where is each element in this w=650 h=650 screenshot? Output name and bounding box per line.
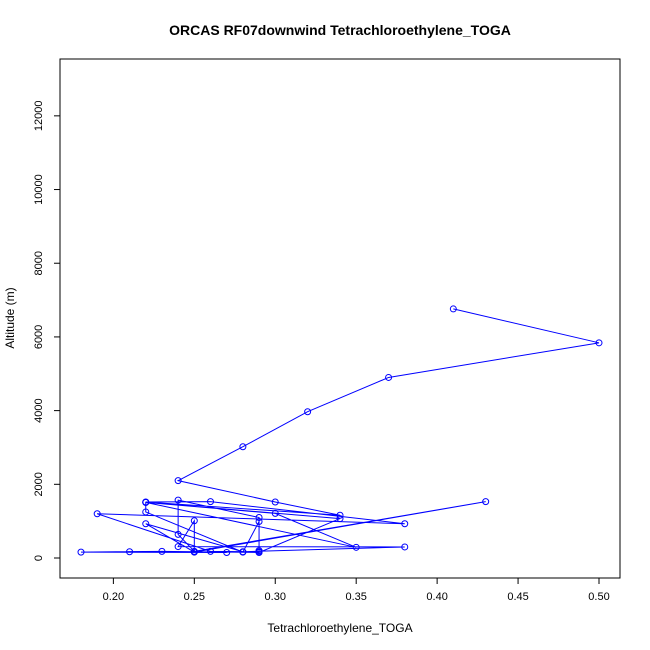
series-line xyxy=(80,308,600,553)
data-point xyxy=(207,547,214,555)
data-point xyxy=(482,498,490,506)
data-point xyxy=(352,543,360,551)
y-tick-label: 0 xyxy=(33,555,45,561)
x-tick-label: 0.30 xyxy=(265,591,286,603)
data-point xyxy=(271,498,279,506)
data-point xyxy=(336,511,344,519)
data-point xyxy=(271,509,279,517)
x-axis-label: Tetrachloroethylene_TOGA xyxy=(267,621,412,635)
data-point xyxy=(174,477,182,485)
data-point xyxy=(93,510,101,518)
y-tick-label: 10000 xyxy=(33,174,45,205)
series-layer xyxy=(77,305,603,556)
data-point xyxy=(190,548,198,556)
y-tick-label: 4000 xyxy=(33,398,45,422)
data-point xyxy=(255,513,263,521)
data-point xyxy=(77,548,85,556)
y-tick-label: 8000 xyxy=(33,251,45,275)
y-axis-label: Altitude (m) xyxy=(3,287,17,348)
data-point xyxy=(239,548,247,556)
data-point xyxy=(239,443,247,451)
y-axis: 0 2000 4000 6000 8000 10000 12000 xyxy=(33,101,61,561)
y-tick-label: 12000 xyxy=(33,101,45,132)
data-point xyxy=(449,305,457,313)
x-tick-label: 0.20 xyxy=(103,591,124,603)
x-axis: 0.20 0.25 0.30 0.35 0.40 0.45 0.50 xyxy=(103,577,610,603)
chart-title: ORCAS RF07downwind Tetrachloroethylene_T… xyxy=(169,22,511,38)
data-point xyxy=(174,530,182,538)
data-point xyxy=(142,508,150,516)
data-point xyxy=(158,547,166,555)
data-point xyxy=(207,498,214,506)
y-tick-label: 2000 xyxy=(33,472,45,496)
x-tick-label: 0.50 xyxy=(588,591,609,603)
data-point xyxy=(223,548,231,556)
data-point xyxy=(142,498,150,506)
x-tick-label: 0.40 xyxy=(426,591,447,603)
data-point xyxy=(174,496,182,504)
data-point xyxy=(142,520,150,528)
x-tick-label: 0.25 xyxy=(184,591,205,603)
data-point xyxy=(255,518,263,526)
x-tick-label: 0.45 xyxy=(507,591,528,603)
y-tick-label: 6000 xyxy=(33,325,45,349)
data-point xyxy=(304,408,312,416)
data-point xyxy=(255,547,263,555)
data-point xyxy=(255,548,263,556)
data-point xyxy=(190,517,198,525)
data-point xyxy=(401,520,409,528)
x-tick-label: 0.35 xyxy=(345,591,366,603)
data-point xyxy=(595,339,603,347)
data-point xyxy=(401,543,409,551)
data-point xyxy=(336,515,344,523)
data-point xyxy=(385,373,393,381)
data-point xyxy=(126,548,134,556)
data-point xyxy=(174,543,182,551)
